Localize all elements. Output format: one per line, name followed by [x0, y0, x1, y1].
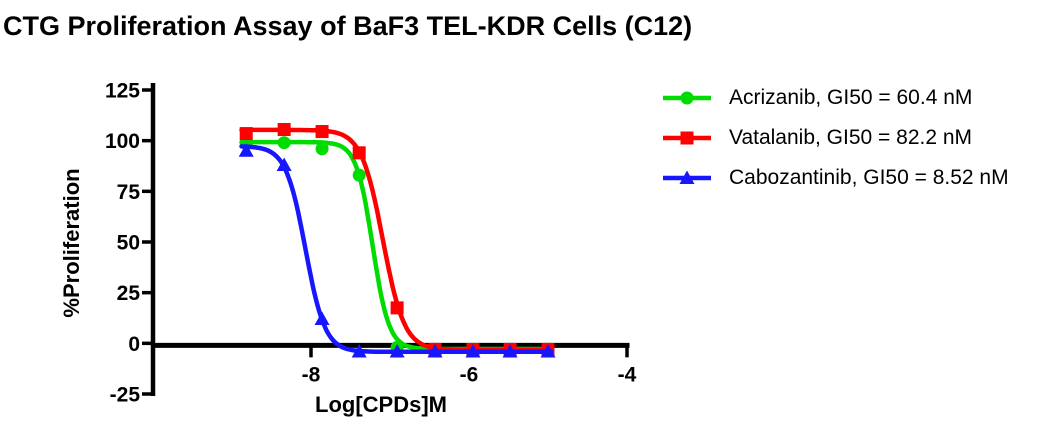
- vatalanib-legend-marker: [680, 131, 694, 145]
- acrizanib-data-point: [352, 168, 366, 182]
- x-tick-label: -6: [460, 363, 479, 386]
- acrizanib-circle-marker-icon: [663, 91, 711, 105]
- cabozantinib-data-point: [351, 343, 367, 358]
- acrizanib-legend-marker: [680, 91, 694, 105]
- y-axis-title: %Proliferation: [59, 168, 84, 317]
- legend-label-vatalanib: Vatalanib, GI50 = 82.2 nM: [729, 126, 973, 149]
- y-tick-label: 100: [105, 130, 140, 153]
- vatalanib-curve: [239, 127, 554, 353]
- cabozantinib-data-point: [540, 343, 556, 358]
- x-tick-label: -4: [618, 363, 637, 386]
- cabozantinib-data-point: [238, 143, 254, 157]
- y-tick-label: 25: [117, 282, 141, 305]
- cabozantinib-triangle-marker-icon: [663, 170, 711, 184]
- x-tick-label: -8: [302, 363, 321, 386]
- vatalanib-data-point: [390, 301, 404, 315]
- legend-item-acrizanib: Acrizanib, GI50 = 60.4 nM: [661, 78, 1009, 118]
- cabozantinib-data-point: [276, 157, 292, 171]
- chart-legend: Acrizanib, GI50 = 60.4 nM Vatalanib, GI5…: [661, 78, 1009, 198]
- legend-item-vatalanib: Vatalanib, GI50 = 82.2 nM: [661, 118, 1009, 158]
- cabozantinib-legend-marker: [679, 170, 695, 184]
- legend-item-cabozantinib: Cabozantinib, GI50 = 8.52 nM: [661, 158, 1009, 198]
- acrizanib-data-point: [315, 142, 329, 156]
- vatalanib-data-point: [352, 146, 366, 160]
- cabozantinib-data-point: [427, 343, 443, 358]
- acrizanib-data-point: [277, 136, 291, 150]
- cabozantinib-data-point: [502, 343, 518, 358]
- legend-label-acrizanib: Acrizanib, GI50 = 60.4 nM: [729, 86, 973, 109]
- vatalanib-square-marker-icon: [663, 131, 711, 145]
- y-tick-label: 125: [105, 80, 140, 103]
- cabozantinib-curve: [239, 144, 554, 355]
- cabozantinib-data-point: [389, 343, 405, 358]
- vatalanib-data-point: [315, 125, 329, 139]
- y-tick-label: 50: [117, 232, 140, 255]
- y-tick-label: -25: [110, 384, 141, 407]
- legend-label-cabozantinib: Cabozantinib, GI50 = 8.52 nM: [729, 166, 1009, 189]
- cabozantinib-data-point: [314, 311, 330, 326]
- chart-title: CTG Proliferation Assay of BaF3 TEL-KDR …: [3, 11, 693, 41]
- vatalanib-data-point: [239, 127, 253, 141]
- y-tick-label: 75: [117, 181, 141, 204]
- cabozantinib-data-point: [465, 343, 481, 358]
- y-tick-label: 0: [128, 333, 140, 356]
- x-axis-title: Log[CPDs]M: [315, 392, 447, 417]
- vatalanib-data-point: [277, 123, 291, 137]
